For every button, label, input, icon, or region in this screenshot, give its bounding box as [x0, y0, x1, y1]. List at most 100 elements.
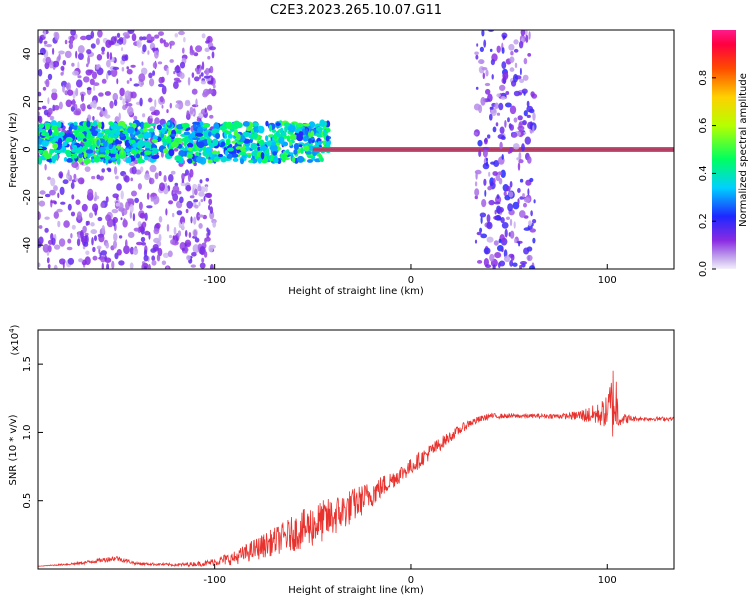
spectrogram-cell: [149, 78, 155, 87]
spectrogram-cell: [232, 157, 239, 162]
spectrogram-cell: [486, 214, 491, 223]
spectrogram-cell: [238, 151, 247, 156]
spectrogram-cell: [519, 210, 526, 218]
spectrogram-cell: [138, 73, 146, 82]
spectrogram-cell: [122, 104, 127, 111]
spectrogram-cell: [92, 116, 95, 121]
figure-title: C2E3.2023.265.10.07.G11: [270, 3, 442, 18]
spectrogram-cell: [158, 31, 164, 36]
spectrogram-cell: [143, 249, 148, 257]
spectrogram-cell: [102, 107, 106, 112]
spectrogram-cell: [517, 162, 521, 171]
spectrogram-cell: [178, 30, 185, 36]
spectrogram-cell: [497, 262, 501, 269]
colorbar-ticks: 0.0 0.2 0.4 0.6 0.8: [698, 70, 716, 277]
spectrogram-cell: [517, 188, 521, 193]
spectrogram-cell: [211, 150, 218, 155]
spectrogram-cell: [184, 230, 188, 237]
spectrogram-cell: [45, 125, 50, 131]
spectrogram-cell: [147, 50, 150, 55]
spectrogram-cell: [530, 91, 535, 97]
spectrogram-cell: [302, 136, 309, 142]
spectrogram-cell: [77, 177, 85, 185]
spectrogram-cell: [77, 52, 84, 61]
snr-line: [38, 370, 674, 568]
spectrogram-cell: [103, 141, 108, 148]
spectrogram-cell: [126, 198, 134, 202]
spectrogram-cell: [92, 120, 98, 127]
spectrogram-cell: [507, 203, 513, 212]
spectrogram-cell: [86, 63, 89, 68]
spectrogram-cell: [514, 62, 518, 68]
spectrogram-cell: [289, 152, 294, 156]
spectrogram-cell: [126, 103, 133, 107]
spectrogram-cell: [146, 40, 153, 44]
spectrogram-cell: [502, 71, 509, 81]
spectrogram-cell: [67, 238, 72, 244]
spectrogram-cell: [73, 110, 81, 116]
spectrogram-cell: [305, 128, 309, 136]
spectrogram-cell: [517, 115, 523, 121]
spectrogram-cell: [511, 132, 518, 138]
spectrogram-cell: [97, 216, 103, 222]
spectrogram-cell: [52, 47, 55, 55]
spectrogram-cell: [193, 199, 199, 203]
spectrogram-cell: [72, 144, 78, 150]
spectrogram-cell: [280, 152, 286, 158]
spectrogram-cell: [78, 258, 84, 263]
spectrogram-cell: [38, 156, 42, 161]
spectrogram-cell: [153, 200, 157, 205]
spectrogram-cell: [86, 153, 91, 159]
spectrogram-ylabel: Frequency (Hz): [8, 112, 19, 188]
spectrogram-cell: [110, 135, 118, 139]
spectrogram-cell: [77, 45, 85, 54]
spectrogram-cell: [64, 90, 69, 96]
spectrogram-cell: [497, 134, 505, 140]
spectrogram-cell: [95, 38, 100, 45]
spectrogram-cell: [305, 151, 312, 155]
snr-xtick-label: 0: [408, 575, 414, 586]
spectrogram-cell: [76, 238, 81, 247]
snr-xtick-label: -100: [203, 575, 226, 586]
spectrogram-cell: [106, 51, 110, 60]
spectrogram-cell: [97, 30, 103, 38]
spectrogram-cell: [509, 124, 514, 131]
spectrogram-cell: [113, 99, 118, 107]
spectrogram-cell: [158, 76, 164, 84]
spectrogram-cell: [137, 139, 145, 148]
spectrogram-cell: [63, 220, 70, 228]
spectrogram-cell: [176, 210, 183, 216]
spectrogram-cell: [521, 143, 525, 152]
spectrogram-cell: [56, 121, 62, 128]
spectrogram-cell: [218, 153, 223, 158]
spectrogram-cell: [293, 149, 298, 155]
spectrogram-cell: [140, 151, 145, 156]
spectrogram-cell: [206, 192, 213, 199]
spectrogram-cell: [241, 155, 246, 159]
spectrogram-cell: [513, 90, 521, 97]
spectrogram-cell: [527, 156, 532, 164]
spectrogram-cell: [193, 229, 198, 237]
spectrogram-cell: [196, 126, 204, 135]
spectrogram-cell: [176, 124, 184, 130]
spectrogram-cell: [127, 106, 134, 116]
spectrogram-cell: [509, 147, 513, 154]
spectrogram-cell: [204, 107, 207, 113]
spectrogram-cell: [147, 97, 153, 103]
spectrogram-cell: [136, 39, 142, 48]
spectrogram-cell: [110, 68, 118, 77]
spectrogram-cell: [207, 137, 212, 145]
spectrogram-cell: [47, 73, 53, 81]
spectrogram-cell: [204, 47, 210, 52]
colorbar-tick-label: 0.4: [698, 165, 709, 181]
spectrogram-cell: [276, 146, 281, 151]
spectrogram-cell: [87, 188, 94, 198]
spectrogram-cell: [45, 44, 53, 48]
spectrogram-cell: [75, 50, 78, 59]
spectrogram-cell: [67, 169, 70, 177]
spectrogram-cell: [112, 145, 116, 150]
spectrogram-cell: [484, 138, 488, 145]
spectrogram-cell: [112, 92, 119, 102]
spectrogram-cell: [166, 109, 169, 114]
